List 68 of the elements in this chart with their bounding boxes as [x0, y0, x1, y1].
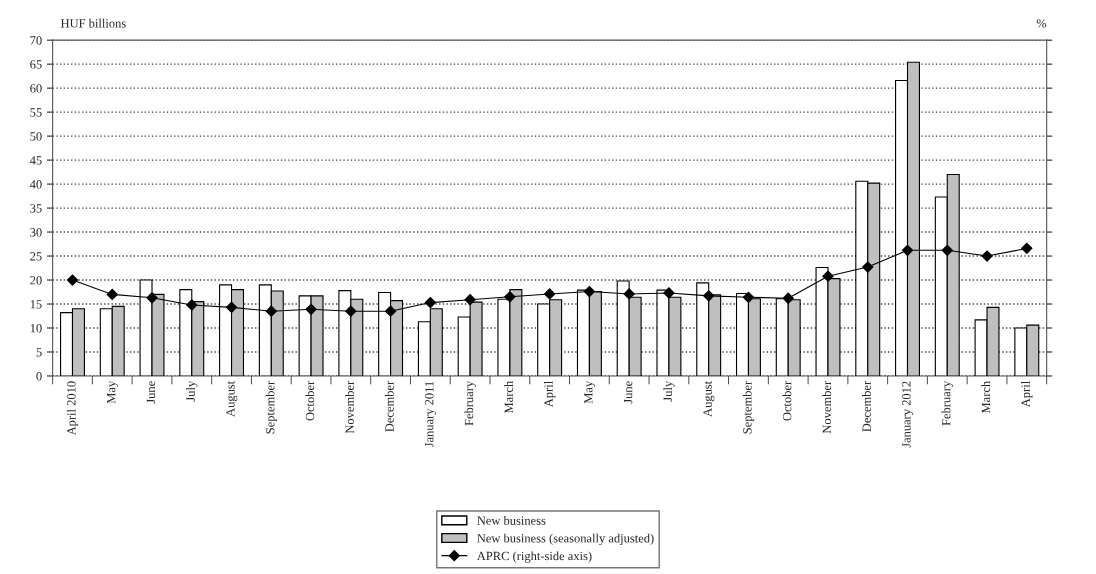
- x-tick-label: March: [504, 381, 514, 414]
- y-tick-label: 70: [30, 36, 42, 45]
- x-tick-label: June: [146, 381, 156, 404]
- x-tick-label: November: [345, 380, 354, 434]
- x-tick-label: November: [822, 380, 832, 434]
- x-tick-label: December: [384, 380, 394, 432]
- y-tick-label: 30: [30, 228, 42, 237]
- x-tick-label: October: [305, 380, 315, 421]
- y-tick-label: 55: [30, 108, 42, 117]
- x-tick-label: March: [981, 381, 991, 414]
- y-tick-label: 0: [36, 371, 42, 381]
- x-tick-label: April: [543, 381, 556, 408]
- x-tick-label: September: [265, 380, 277, 434]
- y-tick-label: 20: [30, 276, 42, 285]
- point: [742, 291, 755, 303]
- x-tick-label: August: [226, 380, 238, 417]
- x-tick-label: May: [584, 380, 596, 404]
- point: [265, 305, 277, 317]
- point: [305, 303, 317, 315]
- x-tick-label: January 2012: [902, 381, 914, 448]
- point: [225, 301, 238, 313]
- legend-label: New business (seasonally adjusted): [477, 533, 654, 546]
- y-tick-label: 65: [30, 60, 42, 69]
- y-tick-label: 15: [30, 300, 42, 309]
- point: [822, 270, 834, 282]
- point: [186, 299, 198, 311]
- y-tick-label: 40: [29, 180, 42, 189]
- point: [941, 244, 953, 256]
- point: [146, 292, 158, 304]
- x-tick-label: December: [862, 380, 871, 432]
- y-tick-label: 35: [30, 204, 42, 213]
- y-tick-label: 25: [30, 252, 42, 261]
- x-tick-label: May: [107, 380, 118, 404]
- point: [703, 290, 715, 302]
- x-tick-label: September: [742, 380, 755, 434]
- point: [106, 288, 118, 301]
- point: [583, 285, 596, 298]
- y-tick-label: 50: [30, 132, 42, 141]
- x-tick-label: April: [1021, 381, 1033, 408]
- x-tick-label: February: [941, 380, 953, 426]
- x-tick-label: February: [464, 380, 476, 426]
- x-tick-label: August: [703, 380, 715, 417]
- x-tick-label: July: [663, 380, 675, 402]
- point: [345, 305, 357, 317]
- x-tick-label: January 2011: [425, 381, 437, 448]
- point: [782, 292, 794, 304]
- point: [504, 291, 516, 303]
- point: [623, 288, 635, 300]
- y-tick-label: 45: [29, 156, 42, 165]
- y-tick-label: 60: [30, 84, 42, 93]
- y-axis-title: HUF billions: [60, 18, 126, 28]
- point: [862, 261, 874, 273]
- legend-label: APRC (right-side axis): [476, 551, 592, 563]
- x-tick-label: October: [782, 380, 792, 421]
- point: [424, 296, 436, 309]
- y2-axis-title: %: [1036, 19, 1047, 28]
- x-tick-label: June: [623, 381, 633, 404]
- y-tick-label: 5: [36, 348, 42, 357]
- point: [1021, 242, 1033, 254]
- point: [384, 305, 397, 317]
- point: [66, 274, 79, 286]
- point: [544, 288, 556, 300]
- x-tick-label: July: [186, 380, 198, 402]
- y-tick-label: 10: [30, 324, 42, 333]
- legend-label: New business: [477, 516, 546, 525]
- point: [901, 244, 914, 256]
- point: [464, 294, 476, 306]
- x-tick-label: April 2010: [66, 381, 79, 436]
